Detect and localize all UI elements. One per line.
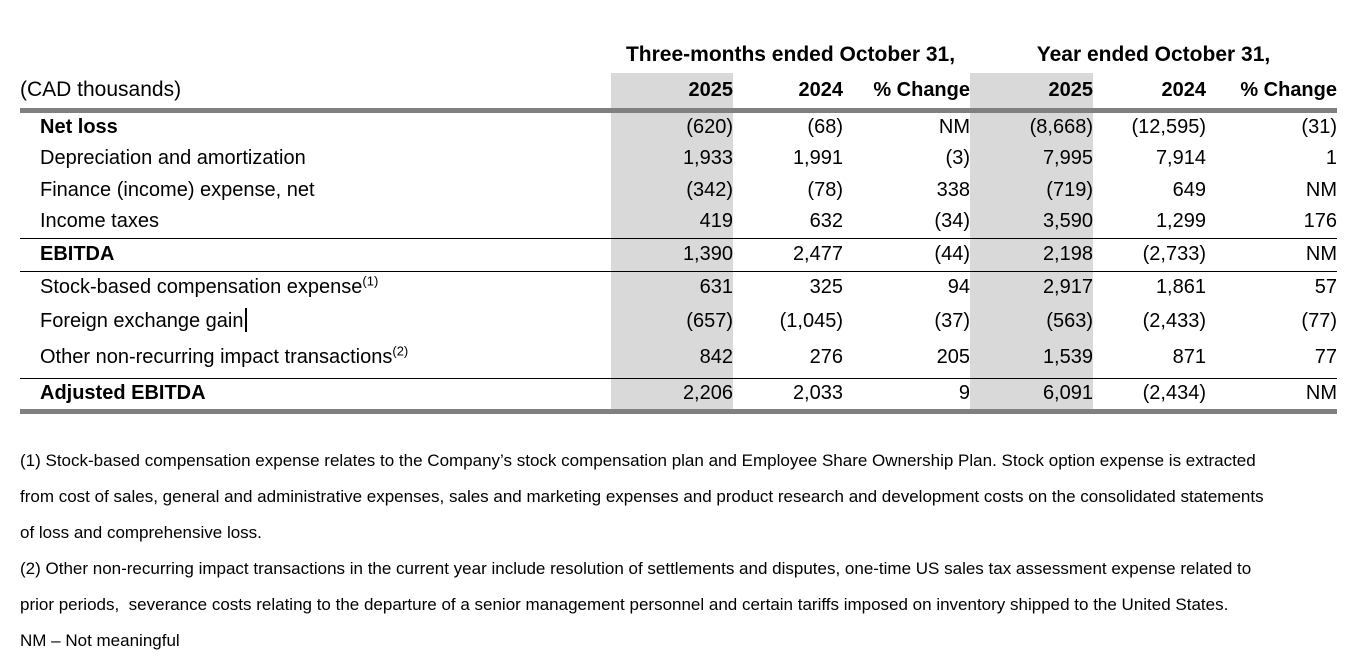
row-adjusted-ebitda: Adjusted EBITDA 2,206 2,033 9 6,091 (2,4… bbox=[20, 378, 1337, 411]
value-cell: NM bbox=[1305, 243, 1337, 265]
footnote-2-line-1: (2) Other non-recurring impact transacti… bbox=[20, 559, 1252, 578]
value-cell: 1,933 bbox=[611, 142, 733, 174]
value-cell: 2,198 bbox=[970, 238, 1093, 271]
column-header-row: (CAD thousands) 2025 2024 % Change 2025 … bbox=[20, 73, 1337, 110]
column-header-q-2024: 2024 bbox=[798, 78, 844, 101]
value-cell: NM bbox=[1305, 178, 1337, 201]
row-label: Other non-recurring impact transactions(… bbox=[40, 343, 409, 369]
value-cell: 842 bbox=[611, 338, 733, 378]
period-group-header-row: Three-months ended October 31, Year ende… bbox=[20, 36, 1337, 73]
value-cell: (34) bbox=[934, 210, 970, 233]
value-cell: 2,206 bbox=[611, 378, 733, 411]
value-cell: 338 bbox=[936, 178, 970, 201]
value-cell: (657) bbox=[611, 304, 733, 338]
footnote-1-line-2: from cost of sales, general and administ… bbox=[20, 487, 1264, 506]
nm-legend: NM – Not meaningful bbox=[20, 631, 180, 650]
value-cell: 1,861 bbox=[1155, 276, 1206, 299]
text-cursor bbox=[245, 307, 248, 332]
value-cell: (44) bbox=[934, 243, 970, 265]
value-cell: (620) bbox=[611, 110, 733, 142]
row-finance-income-expense: Finance (income) expense, net (342) (78)… bbox=[20, 174, 1337, 206]
value-cell: (719) bbox=[970, 174, 1093, 206]
value-cell: (2,733) bbox=[1142, 243, 1206, 265]
footnote-2-line-2: prior periods, severance costs relating … bbox=[20, 595, 1229, 614]
column-header-y-2024: 2024 bbox=[1161, 78, 1207, 101]
value-cell: 276 bbox=[809, 346, 843, 369]
value-cell: 2,033 bbox=[792, 382, 843, 404]
row-stock-based-compensation: Stock-based compensation expense(1) 631 … bbox=[20, 271, 1337, 304]
value-cell: 871 bbox=[1172, 346, 1206, 369]
value-cell: (342) bbox=[611, 174, 733, 206]
row-income-taxes: Income taxes 419 632 (34) 3,590 1,299 17… bbox=[20, 206, 1337, 238]
value-cell: 205 bbox=[936, 346, 970, 369]
value-cell: 1,390 bbox=[611, 238, 733, 271]
value-cell: (78) bbox=[807, 178, 843, 201]
value-cell: 3,590 bbox=[970, 206, 1093, 238]
footnotes-block: (1) Stock-based compensation expense rel… bbox=[20, 443, 1360, 659]
row-other-non-recurring: Other non-recurring impact transactions(… bbox=[20, 338, 1337, 378]
year-period-header: Year ended October 31, bbox=[1036, 42, 1271, 66]
value-cell: 176 bbox=[1303, 210, 1337, 233]
value-cell: (37) bbox=[934, 309, 970, 332]
value-cell: 631 bbox=[611, 271, 733, 304]
value-cell: 419 bbox=[611, 206, 733, 238]
empty-corner-cell bbox=[20, 36, 611, 73]
value-cell: 6,091 bbox=[970, 378, 1093, 411]
row-label: Stock-based compensation expense(1) bbox=[40, 273, 379, 299]
value-cell: 325 bbox=[809, 276, 843, 299]
row-depreciation-amortization: Depreciation and amortization 1,933 1,99… bbox=[20, 142, 1337, 174]
row-ebitda: EBITDA 1,390 2,477 (44) 2,198 (2,733) NM bbox=[20, 238, 1337, 271]
value-cell: 1,299 bbox=[1155, 210, 1206, 233]
value-cell: 9 bbox=[958, 382, 970, 404]
column-header-y-2025: 2025 bbox=[970, 73, 1093, 110]
footnote-ref-2: (2) bbox=[392, 343, 409, 359]
row-label: Net loss bbox=[40, 115, 118, 138]
value-cell: (8,668) bbox=[970, 110, 1093, 142]
value-cell: (31) bbox=[1301, 115, 1337, 138]
value-cell: (2,434) bbox=[1142, 382, 1206, 404]
row-label: EBITDA bbox=[40, 243, 115, 265]
value-cell: 7,995 bbox=[970, 142, 1093, 174]
value-cell: (77) bbox=[1301, 309, 1337, 332]
column-header-q-change: % Change bbox=[873, 78, 970, 101]
column-header-y-change: % Change bbox=[1240, 78, 1337, 101]
three-months-period-header: Three-months ended October 31, bbox=[625, 42, 956, 66]
value-cell: 2,477 bbox=[792, 243, 843, 265]
row-label: Adjusted EBITDA bbox=[40, 382, 206, 404]
value-cell: 1 bbox=[1325, 146, 1337, 169]
value-cell: 77 bbox=[1314, 346, 1337, 369]
column-header-q-2025: 2025 bbox=[611, 73, 733, 110]
value-cell: (68) bbox=[807, 115, 843, 138]
footnote-1-line-1: (1) Stock-based compensation expense rel… bbox=[20, 451, 1256, 470]
value-cell: (2,433) bbox=[1142, 309, 1206, 332]
value-cell: 649 bbox=[1172, 178, 1206, 201]
row-foreign-exchange-gain: Foreign exchange gain (657) (1,045) (37)… bbox=[20, 304, 1337, 338]
value-cell: (3) bbox=[945, 146, 970, 169]
value-cell: 1,539 bbox=[970, 338, 1093, 378]
units-label: (CAD thousands) bbox=[20, 78, 182, 102]
row-net-loss: Net loss (620) (68) NM (8,668) (12,595) … bbox=[20, 110, 1337, 142]
value-cell: 94 bbox=[947, 276, 970, 299]
value-cell: 2,917 bbox=[970, 271, 1093, 304]
row-label: Depreciation and amortization bbox=[40, 146, 306, 169]
row-label: Finance (income) expense, net bbox=[40, 178, 315, 201]
value-cell: 1,991 bbox=[792, 146, 843, 169]
value-cell: 7,914 bbox=[1155, 146, 1206, 169]
value-cell: 57 bbox=[1314, 276, 1337, 299]
footnote-1-line-3: of loss and comprehensive loss. bbox=[20, 523, 262, 542]
value-cell: 632 bbox=[809, 210, 843, 233]
value-cell: (1,045) bbox=[779, 309, 843, 332]
row-label: Income taxes bbox=[40, 210, 159, 233]
footnote-ref-1: (1) bbox=[362, 273, 379, 289]
value-cell: (12,595) bbox=[1131, 115, 1207, 138]
ebitda-reconciliation-table: Three-months ended October 31, Year ende… bbox=[20, 36, 1337, 414]
value-cell: NM bbox=[1305, 382, 1337, 404]
value-cell: NM bbox=[938, 115, 970, 138]
row-label: Foreign exchange gain bbox=[20, 304, 611, 338]
value-cell: (563) bbox=[970, 304, 1093, 338]
